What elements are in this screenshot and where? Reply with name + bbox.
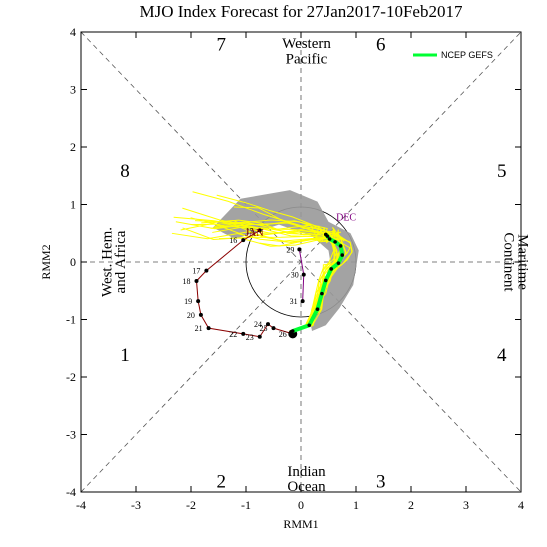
phase-number-4: 4 <box>497 345 507 366</box>
region-label-right: Maritime <box>514 234 530 290</box>
observed-point <box>257 228 262 233</box>
y-tick-label: 4 <box>70 25 76 39</box>
observed-prev-day-label: 29 <box>286 245 294 254</box>
observed-prev-point <box>300 299 305 304</box>
observed-prev-month-label: DEC <box>336 213 356 224</box>
ensemble-mean-point <box>338 244 343 248</box>
observed-day-label: 25 <box>260 324 268 333</box>
region-label-left: West. Hem. <box>99 227 115 297</box>
x-tick-label: 0 <box>298 498 304 512</box>
phase-number-5: 5 <box>497 161 507 182</box>
phase-number-7: 7 <box>217 35 227 56</box>
x-axis-label: RMM1 <box>283 517 318 531</box>
x-tick-label: -3 <box>131 498 141 512</box>
observed-day-label: 15 <box>246 226 254 235</box>
region-label-right: Continent <box>501 232 517 292</box>
observed-point <box>257 334 262 339</box>
chart-title: MJO Index Forecast for 27Jan2017-10Feb20… <box>140 2 463 21</box>
x-tick-label: 2 <box>408 498 414 512</box>
x-tick-label: 3 <box>463 498 469 512</box>
x-tick-label: 1 <box>353 498 359 512</box>
ensemble-mean-point <box>290 329 295 333</box>
observed-point <box>241 238 246 243</box>
x-tick-label: -2 <box>186 498 196 512</box>
ensemble-member-line <box>259 233 353 332</box>
x-tick-label: -4 <box>76 498 86 512</box>
region-label-top: Pacific <box>286 52 328 68</box>
phase-number-6: 6 <box>376 35 386 56</box>
y-tick-label: -2 <box>66 370 76 384</box>
observed-prev-point <box>301 272 306 277</box>
phase-number-1: 1 <box>120 345 130 366</box>
phase-number-3: 3 <box>376 472 386 493</box>
observed-day-label: 23 <box>246 333 254 342</box>
x-tick-label: 4 <box>518 498 524 512</box>
y-tick-label: 2 <box>70 140 76 154</box>
ensemble-mean-point <box>327 237 332 241</box>
y-tick-label: -3 <box>66 428 76 442</box>
y-tick-label: -1 <box>66 313 76 327</box>
observed-day-label: 20 <box>187 311 195 320</box>
observed-point <box>194 278 199 283</box>
y-tick-label: 3 <box>70 83 76 97</box>
legend: NCEP GEFS <box>413 50 493 60</box>
observed-day-label: 16 <box>229 236 237 245</box>
observed-day-label: 21 <box>195 324 203 333</box>
ensemble-mean-point <box>323 278 328 283</box>
y-tick-label: 1 <box>70 198 76 212</box>
ensemble-mean-point <box>329 267 334 271</box>
ensemble-mean-point <box>340 253 345 257</box>
phase-number-8: 8 <box>120 161 130 182</box>
observed-point <box>196 299 201 304</box>
ensemble-mean-point <box>320 291 324 296</box>
region-label-left: and Africa <box>113 230 129 293</box>
ensemble-mean-point <box>333 240 337 244</box>
ensemble-mean-point <box>336 261 341 265</box>
observed-point <box>266 322 270 327</box>
region-label-top: Western <box>282 36 331 52</box>
y-tick-label: 0 <box>70 255 76 269</box>
x-tick-label: -1 <box>241 498 251 512</box>
observed-prev-day-label: 31 <box>290 297 298 306</box>
phase-number-2: 2 <box>217 472 227 493</box>
observed-point <box>206 326 211 331</box>
observed-point <box>271 326 276 331</box>
observed-point <box>198 312 203 317</box>
region-label-bottom: Indian <box>287 464 326 480</box>
region-label-bottom: Ocean <box>287 479 326 495</box>
ensemble-mean-point <box>323 232 328 237</box>
y-axis-label: RMM2 <box>39 244 53 279</box>
legend-label-ncep-gefs: NCEP GEFS <box>441 50 493 60</box>
ensemble-mean-point <box>315 307 320 311</box>
observed-day-label: 26 <box>279 330 287 339</box>
observed-day-label: 19 <box>184 297 192 306</box>
observed-prev-day-label: 30 <box>291 271 299 280</box>
observed-day-label: 17 <box>192 267 200 276</box>
observed-prev-point <box>297 247 302 252</box>
y-tick-label: -4 <box>66 485 76 499</box>
observed-point <box>204 268 209 273</box>
observed-month-label: JAN <box>245 228 263 239</box>
ensemble-mean-point <box>307 323 312 328</box>
observed-day-label: 24 <box>254 320 262 329</box>
observed-day-label: 18 <box>183 277 191 286</box>
observed-day-label: 22 <box>229 330 237 339</box>
observed-point <box>241 331 246 336</box>
